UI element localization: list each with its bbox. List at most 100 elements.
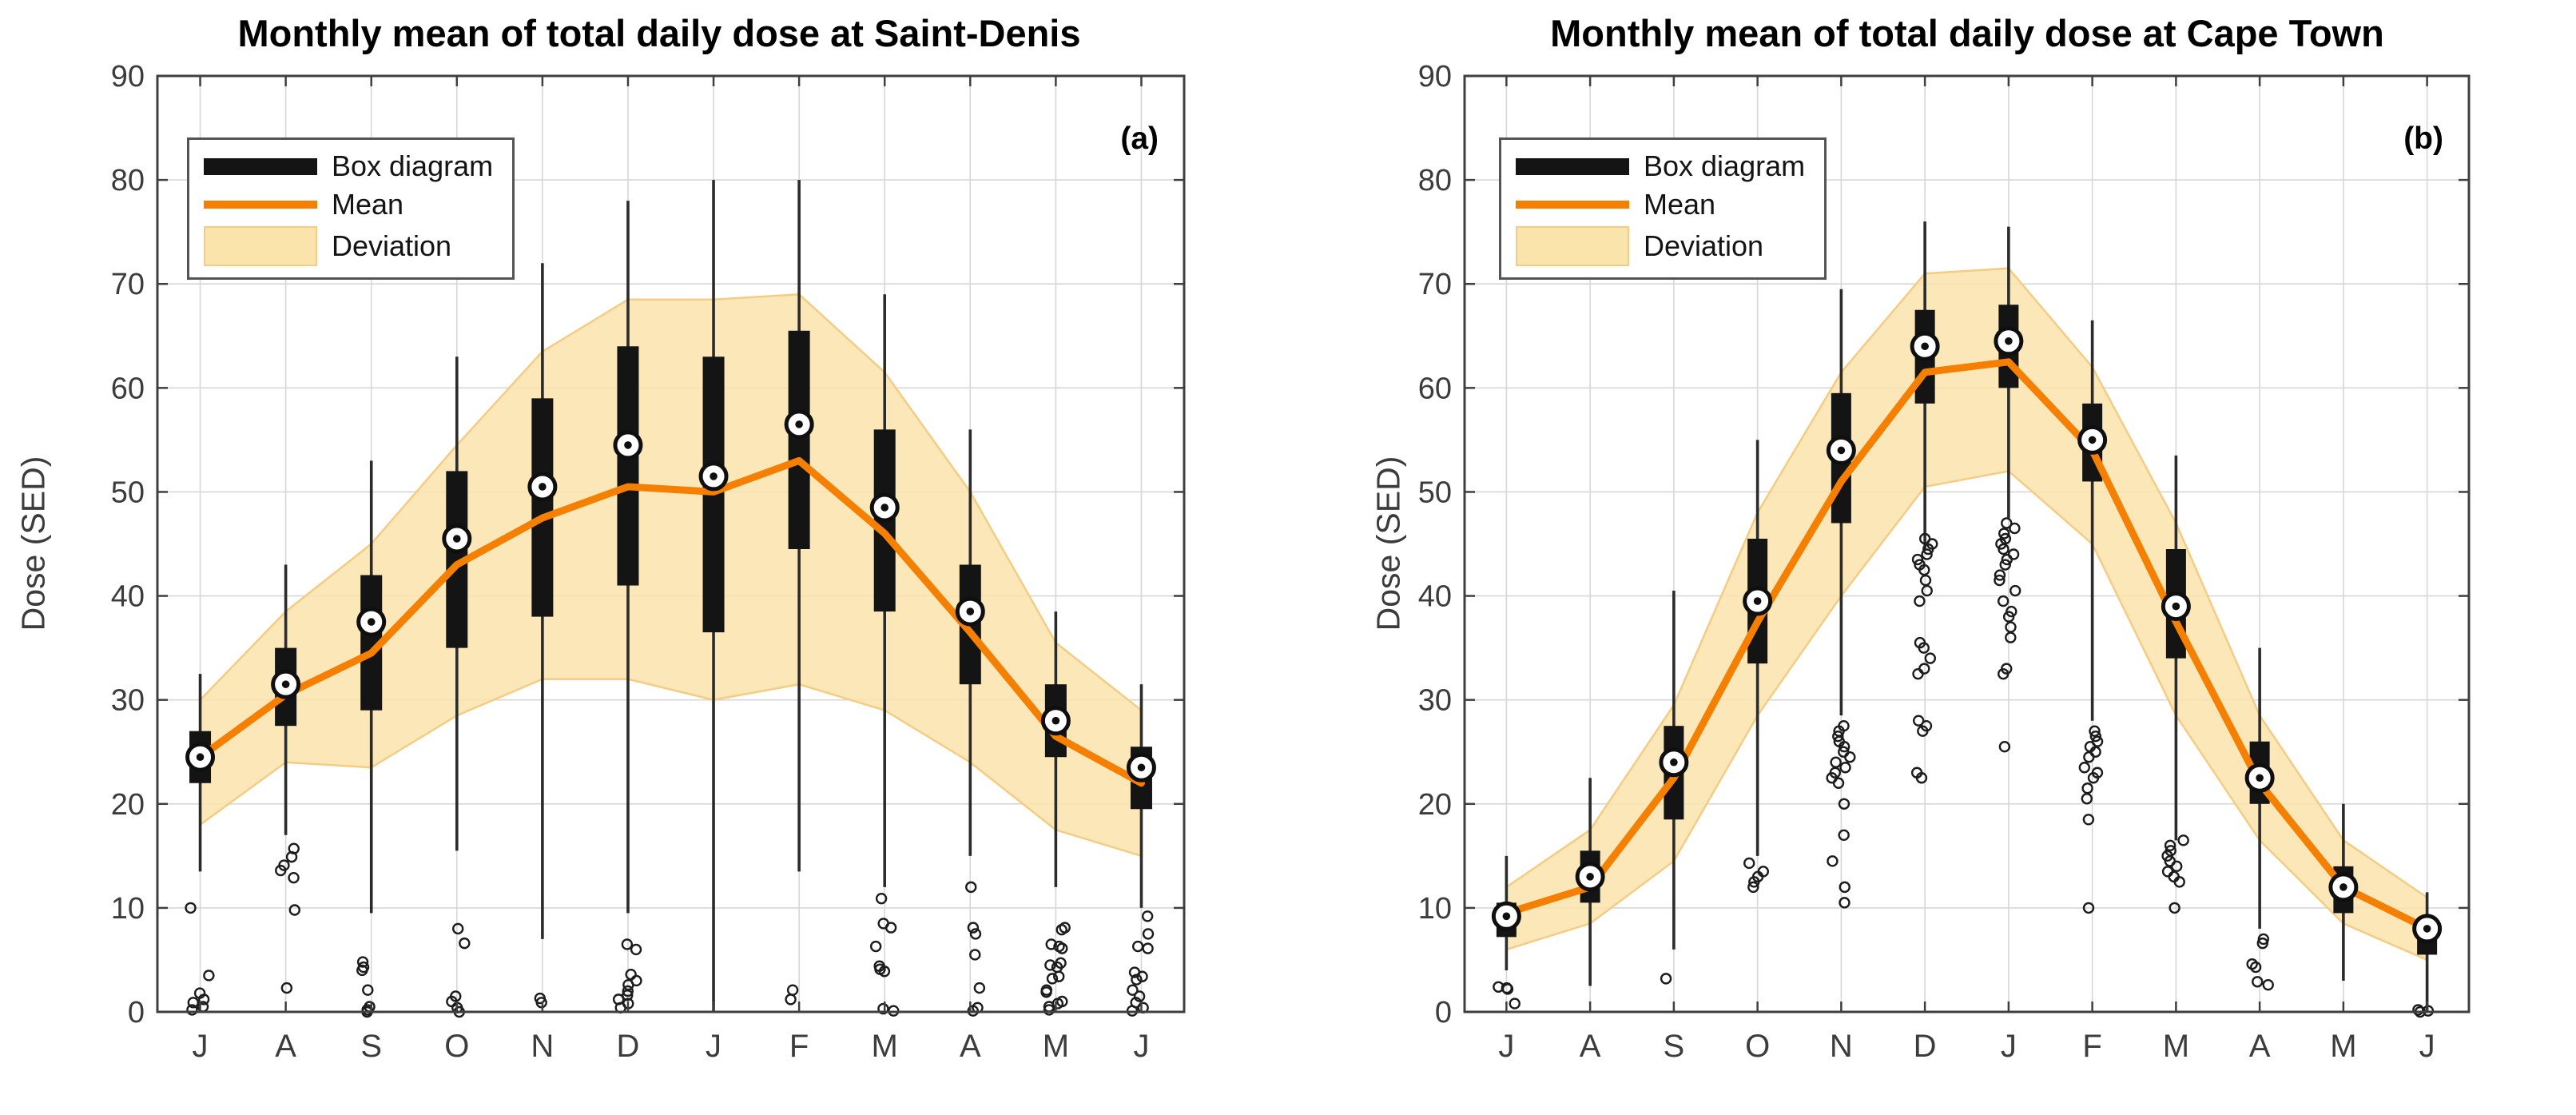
y-tick-label: 70	[111, 268, 145, 301]
outlier-point	[1509, 998, 1521, 1009]
x-tick-label: O	[1745, 1029, 1770, 1064]
legend-item-label: Deviation	[332, 229, 452, 262]
mean-line-swatch-icon	[1516, 201, 1629, 209]
y-tick-label: 60	[111, 372, 145, 405]
outlier-point	[356, 956, 369, 968]
median-marker-dot	[881, 504, 889, 512]
outlier-point	[1046, 973, 1059, 985]
outlier-point	[2081, 782, 2093, 794]
y-tick-label: 0	[1435, 996, 1452, 1029]
outlier-point	[2001, 517, 2013, 529]
outlier-point	[1832, 731, 1844, 743]
legend-item-label: Mean	[1644, 188, 1716, 221]
outlier-point	[785, 994, 797, 1005]
x-tick-label: J	[1498, 1029, 1514, 1064]
outlier-point	[1922, 543, 1934, 556]
outlier-point	[1997, 595, 2010, 607]
outlier-point	[622, 985, 634, 998]
outlier-point	[1043, 1004, 1055, 1016]
outlier-point	[1045, 938, 1057, 950]
chart-a-legend: Box diagram Mean Deviation	[187, 137, 515, 280]
outlier-group	[185, 842, 1155, 1018]
legend-item-mean: Mean	[1516, 188, 1805, 221]
outlier-point	[1912, 715, 1925, 727]
outlier-point	[2164, 839, 2176, 852]
box-diagram-swatch-icon	[1516, 157, 1629, 175]
outlier-point	[1994, 569, 2006, 581]
outlier-point	[1743, 857, 1755, 870]
chart-b-y-axis-label: Dose (SED)	[1369, 456, 1407, 631]
outlier-point	[1924, 652, 1937, 664]
outlier-point	[275, 864, 287, 877]
outlier-point	[1918, 642, 1930, 654]
outlier-point	[1040, 986, 1052, 998]
x-tick-label: O	[444, 1029, 469, 1064]
outlier-point	[2252, 976, 2264, 988]
outlier-point	[885, 922, 897, 934]
deviation-band-upper-edge	[199, 293, 1143, 711]
outlier-point	[1133, 990, 1146, 1002]
outlier-point	[362, 984, 374, 996]
median-marker-dot	[196, 753, 205, 762]
box	[617, 346, 639, 586]
outlier-point	[1918, 663, 1930, 675]
mean-line	[1502, 358, 2431, 933]
outlier-point	[877, 1002, 889, 1015]
outlier-point	[2171, 860, 2183, 873]
tick-marks	[157, 74, 1184, 1013]
outlier-point	[2249, 961, 2262, 974]
y-tick-label: 80	[1418, 164, 1452, 197]
x-tick-label: J	[1133, 1029, 1149, 1064]
legend-item-deviation: Deviation	[1516, 226, 1805, 266]
outlier-point	[1131, 974, 1143, 986]
outlier-point	[622, 989, 634, 1002]
median-marker-dot	[281, 680, 290, 688]
y-tick-label: 50	[1418, 476, 1452, 509]
x-tick-label: J	[2001, 1029, 2017, 1064]
legend-item-box-diagram: Box diagram	[1516, 149, 1805, 183]
outlier-point	[969, 928, 982, 940]
chart-b-panel-label: (b)	[2403, 121, 2443, 156]
x-tick-label: A	[275, 1029, 296, 1064]
chart-a-y-axis-label: Dose (SED)	[14, 456, 52, 631]
deviation-band-lower-edge	[199, 678, 1142, 858]
outlier-group	[1493, 517, 2435, 1018]
x-tick-label: S	[1664, 1029, 1685, 1064]
outlier-point	[1832, 777, 1845, 789]
outlier-point	[1127, 984, 1139, 996]
x-tick-label: D	[617, 1029, 640, 1064]
outlier-point	[1055, 924, 1067, 936]
x-tick-label: D	[1914, 1029, 1937, 1064]
outlier-point	[1918, 563, 1930, 576]
median-marker-dot	[1137, 763, 1146, 772]
median-markers	[185, 409, 1156, 782]
deviation-band-upper-edge	[1505, 267, 2428, 898]
median-marker-dot	[2339, 883, 2347, 891]
outlier-point	[1141, 910, 1154, 922]
median-marker-dot	[624, 441, 632, 449]
outlier-point	[869, 940, 882, 953]
x-tick-label: F	[2082, 1029, 2101, 1064]
box-diagram-swatch-icon	[204, 157, 317, 175]
outlier-point	[203, 970, 215, 982]
y-tick-label: 40	[111, 580, 145, 614]
outlier-point	[2161, 866, 2174, 878]
median-marker-dot	[1753, 597, 1762, 605]
median-marker-dot	[966, 607, 975, 615]
box	[788, 330, 810, 550]
median-marker-dot	[1921, 342, 1929, 351]
y-tick-label: 0	[128, 996, 145, 1029]
outlier-point	[2002, 611, 2015, 623]
x-tick-label: A	[960, 1029, 981, 1064]
axis-frame	[156, 74, 1186, 1013]
tick-marks	[1465, 74, 2469, 1013]
x-tick-label: A	[1580, 1029, 1601, 1064]
median-marker-dot	[2005, 336, 2013, 345]
outlier-point	[2262, 978, 2274, 991]
outlier-point	[621, 938, 634, 950]
outlier-point	[965, 881, 977, 894]
chart-b-title: Monthly mean of total daily dose at Cape…	[1550, 12, 2384, 54]
